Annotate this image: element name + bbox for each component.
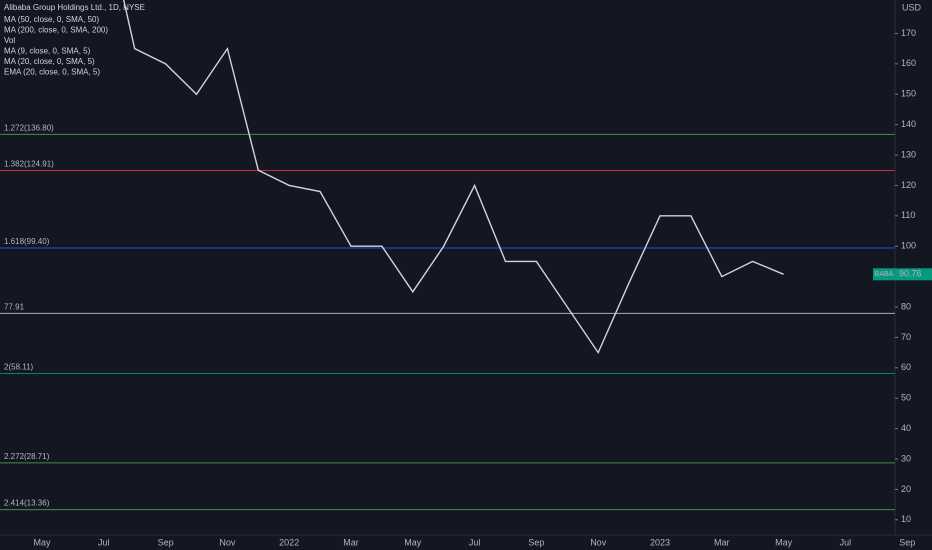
- x-tick-label: Sep: [158, 537, 174, 547]
- x-tick-label: 2022: [279, 537, 299, 547]
- y-tick-label: 80: [901, 301, 911, 311]
- x-tick-label: Nov: [590, 537, 607, 547]
- chart-title: Alibaba Group Holdings Ltd., 1D, NYSE: [4, 3, 145, 12]
- x-tick-label: Jul: [840, 537, 852, 547]
- level-label: 2(58.11): [4, 363, 34, 372]
- indicator-legend: MA (20, close, 0, SMA, 5): [4, 57, 95, 66]
- x-tick-label: Mar: [343, 537, 359, 547]
- symbol-label: BABA: [875, 271, 894, 278]
- y-tick-label: 60: [901, 362, 911, 372]
- x-tick-label: 2023: [650, 537, 670, 547]
- y-tick-label: 50: [901, 393, 911, 403]
- x-tick-label: Sep: [899, 537, 915, 547]
- y-tick-label: 160: [901, 58, 916, 68]
- x-tick-label: Mar: [714, 537, 730, 547]
- symbol-badge: [873, 268, 895, 281]
- x-tick-label: Jul: [469, 537, 481, 547]
- indicator-legend: MA (9, close, 0, SMA, 5): [4, 47, 91, 56]
- level-label: 1.382(124.91): [4, 160, 54, 169]
- y-tick-label: 120: [901, 180, 916, 190]
- last-price-badge: [895, 268, 932, 281]
- price-line: [122, 0, 784, 355]
- plot-area: 1.272(136.80) 1.382(124.91) 1.618(99.40) 2(…: [0, 0, 895, 511]
- y-tick-label: 30: [901, 453, 911, 463]
- level-label: 2.272(28.71): [4, 452, 50, 461]
- y-tick-label: 170: [901, 28, 916, 38]
- indicator-legend: Vol: [4, 36, 15, 45]
- y-tick-label: 70: [901, 332, 911, 342]
- indicator-legend: EMA (20, close, 0, SMA, 5): [4, 68, 100, 77]
- level-label: 77.91: [4, 302, 25, 311]
- currency-label: USD: [902, 2, 922, 12]
- x-tick-label: May: [33, 537, 51, 547]
- last-price-label: 90.76: [899, 269, 922, 279]
- x-tick-label: Nov: [219, 537, 236, 547]
- y-tick-label: 100: [901, 241, 916, 251]
- x-tick-label: May: [775, 537, 793, 547]
- x-tick-label: Jul: [98, 537, 110, 547]
- x-tick-label: Sep: [528, 537, 544, 547]
- indicator-legend: MA (200, close, 0, SMA, 200): [4, 26, 108, 35]
- y-tick-label: 140: [901, 119, 916, 129]
- indicator-legend: MA (50, close, 0, SMA, 50): [4, 15, 99, 24]
- y-tick-label: 110: [901, 210, 915, 220]
- x-tick-label: May: [404, 537, 422, 547]
- level-label: 2.414(13.36): [4, 499, 50, 508]
- y-tick-label: 150: [901, 89, 916, 99]
- y-tick-label: 130: [901, 149, 916, 159]
- level-label: 1.618(99.40): [4, 237, 50, 246]
- level-label: 1.272(136.80): [4, 123, 54, 132]
- y-tick-label: 20: [901, 484, 911, 494]
- y-tick-label: 40: [901, 423, 911, 433]
- y-tick-label: 10: [901, 514, 911, 524]
